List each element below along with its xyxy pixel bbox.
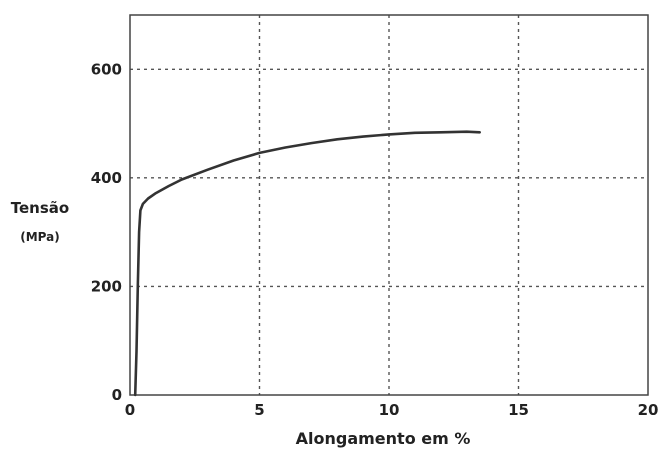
stress-strain-curve [133,130,482,397]
y-tick-label: 200 [91,277,122,295]
y-axis-title: Tensão [11,199,69,217]
x-tick-label: 0 [125,401,135,419]
x-tick-label: 20 [638,401,659,419]
x-tick-label: 5 [254,401,264,419]
y-tick-label: 600 [91,60,122,78]
y-axis-unit: (MPa) [20,230,59,244]
x-tick-label: 10 [379,401,400,419]
x-tick-label: 15 [508,401,529,419]
y-tick-label: 400 [91,169,122,187]
y-tick-label: 0 [112,386,122,404]
series [133,130,482,397]
grid [130,15,648,395]
plot-frame [129,14,649,396]
x-axis-title: Alongamento em % [296,429,471,448]
